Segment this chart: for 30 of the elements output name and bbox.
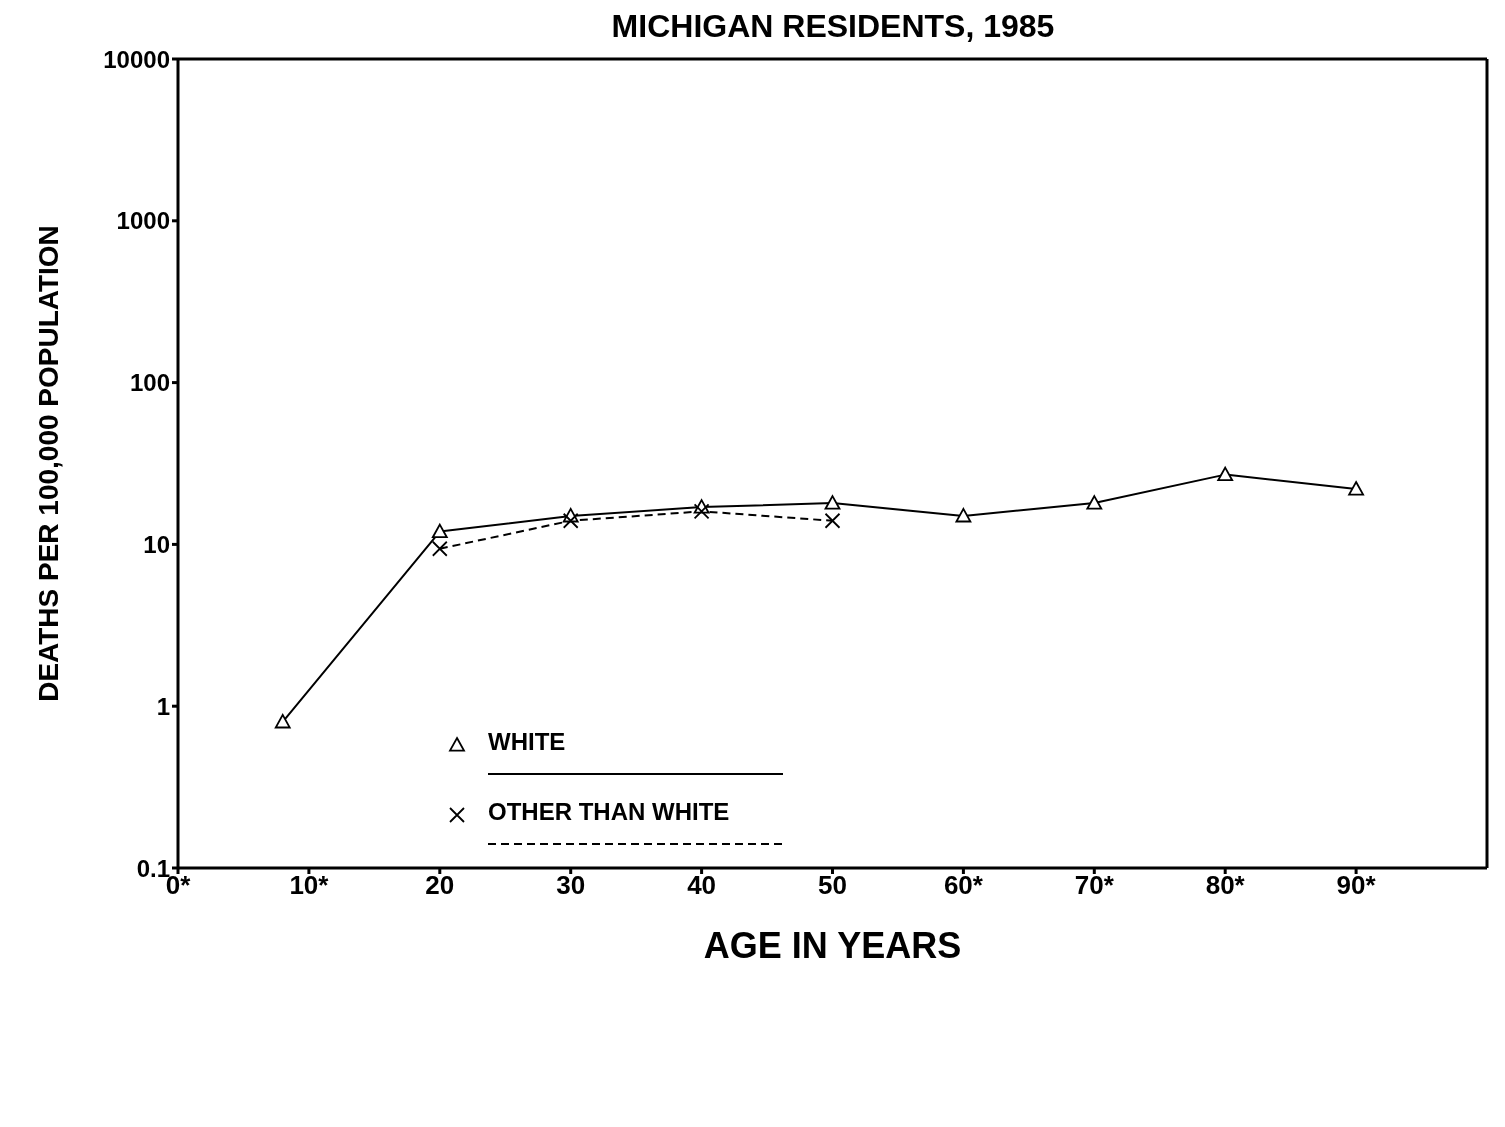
- point: [824, 512, 841, 529]
- chart-title: MICHIGAN RESIDENTS, 1985: [611, 8, 1055, 44]
- y-tick-label: 10: [143, 530, 170, 558]
- y-tick-label: 1: [156, 692, 170, 720]
- x-tick-label: 10*: [289, 870, 330, 901]
- x-tick-label: 70*: [1074, 870, 1115, 901]
- x-tick-label: 50: [818, 870, 847, 901]
- x-tick-label: 90*: [1336, 870, 1377, 901]
- y-axis-title: DEATHS PER 100,000 POPULATION: [32, 225, 64, 702]
- point: [274, 713, 291, 729]
- y-tick-label: 100: [129, 369, 170, 397]
- point: [431, 523, 448, 539]
- x-tick-label: 30: [556, 870, 586, 901]
- x-tick-label: 20: [425, 870, 455, 901]
- point: [955, 508, 972, 523]
- x-axis-title: AGE IN YEARS: [703, 925, 962, 966]
- x-tick-label: 80*: [1205, 870, 1246, 901]
- y-tick-label: 10000: [103, 45, 170, 73]
- point: [824, 495, 841, 510]
- point: [431, 540, 448, 557]
- x-tick-label: 40: [687, 870, 717, 901]
- y-tick-label: 1000: [116, 207, 170, 235]
- x-tick-label: 60*: [943, 870, 984, 901]
- point: [1217, 466, 1234, 482]
- point: [693, 503, 710, 520]
- point: [562, 512, 579, 529]
- legend-label: OTHER THAN WHITE: [488, 798, 731, 826]
- legend-label: WHITE: [488, 728, 567, 756]
- point: [1086, 495, 1103, 510]
- point: [1348, 481, 1364, 496]
